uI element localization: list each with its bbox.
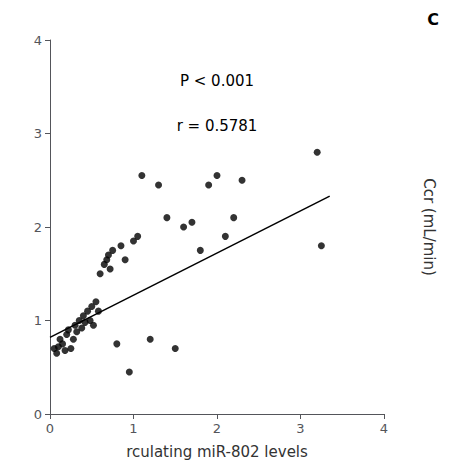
- svg-text:P < 0.001: P < 0.001: [180, 72, 254, 90]
- svg-text:4: 4: [34, 33, 42, 48]
- svg-text:4: 4: [380, 421, 388, 436]
- svg-text:1: 1: [129, 421, 137, 436]
- svg-text:1: 1: [34, 313, 42, 328]
- svg-text:0: 0: [46, 421, 54, 436]
- svg-text:rculating miR-802 levels: rculating miR-802 levels: [126, 443, 308, 461]
- svg-text:2: 2: [213, 421, 221, 436]
- svg-text:3: 3: [34, 126, 42, 141]
- svg-text:Ccr (mL/min): Ccr (mL/min): [420, 178, 438, 276]
- svg-text:3: 3: [296, 421, 304, 436]
- svg-text:C: C: [427, 10, 439, 29]
- svg-text:2: 2: [34, 220, 42, 235]
- svg-text:r = 0.5781: r = 0.5781: [177, 117, 258, 135]
- svg-text:0: 0: [34, 407, 42, 422]
